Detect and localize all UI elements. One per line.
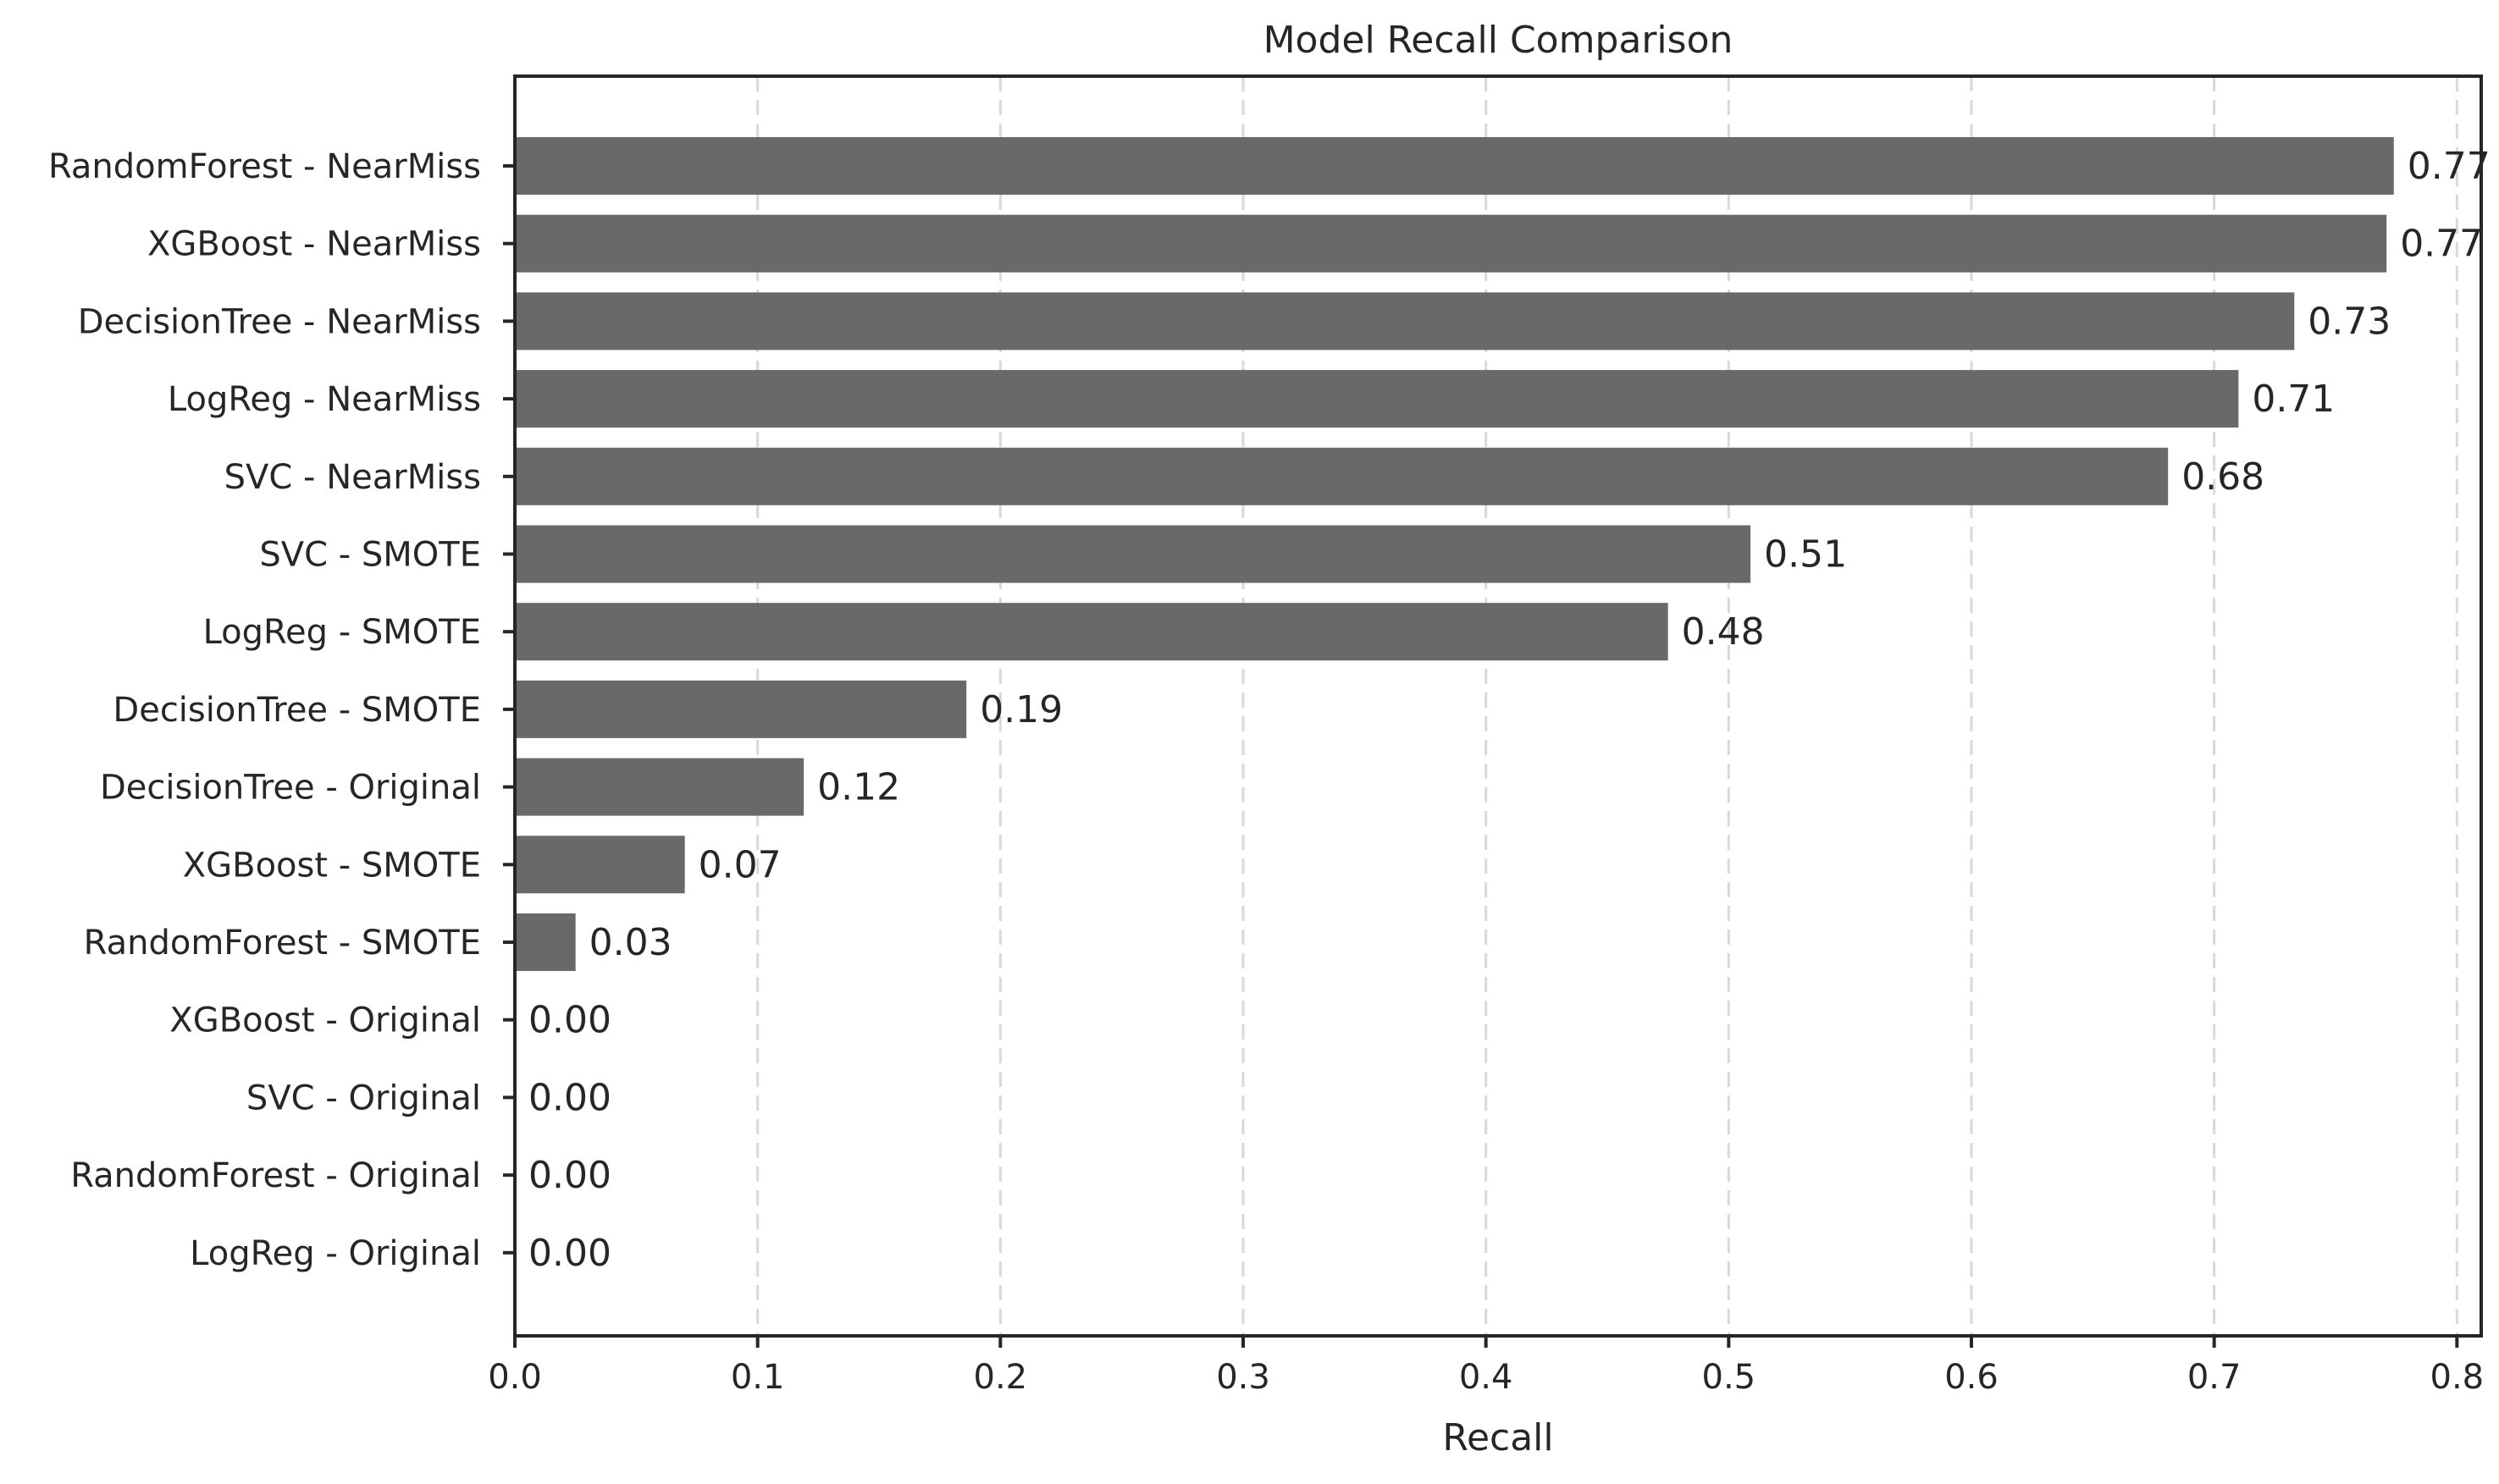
bar (515, 525, 1751, 583)
bar-value-label: 0.68 (2181, 455, 2264, 499)
bar (515, 603, 1668, 661)
data-labels: 0.770.770.730.710.680.510.480.190.120.07… (528, 145, 2491, 1275)
bar-value-label: 0.00 (528, 1232, 611, 1275)
category-label: DecisionTree - Original (100, 769, 481, 808)
category-label: XGBoost - SMOTE (183, 846, 481, 885)
bar-value-label: 0.19 (980, 688, 1063, 731)
x-axis-label: Recall (1442, 1416, 1553, 1459)
x-tick-label: 0.7 (2187, 1358, 2242, 1397)
category-label: LogReg - NearMiss (168, 380, 481, 419)
category-label: SVC - SMOTE (259, 536, 481, 575)
bar-value-label: 0.77 (2408, 145, 2491, 188)
bar-value-label: 0.00 (528, 999, 611, 1042)
category-label: LogReg - SMOTE (203, 613, 481, 652)
x-tick-label: 0.5 (1702, 1358, 1756, 1397)
bar (515, 758, 804, 816)
bar (515, 447, 2169, 505)
x-tick-label: 0.8 (2430, 1358, 2485, 1397)
x-tick-label: 0.6 (1944, 1358, 1999, 1397)
bar (515, 370, 2239, 428)
chart-title: Model Recall Comparison (1263, 19, 1733, 62)
category-label: XGBoost - NearMiss (147, 225, 481, 264)
category-label: XGBoost - Original (169, 1001, 481, 1040)
category-label: LogReg - Original (190, 1234, 481, 1273)
bar (515, 680, 967, 738)
category-label: DecisionTree - SMOTE (113, 691, 481, 730)
bars (515, 137, 2394, 971)
category-label: RandomForest - SMOTE (84, 924, 481, 963)
bar-value-label: 0.12 (817, 766, 900, 809)
x-tick-label: 0.4 (1459, 1358, 1513, 1397)
bar-value-label: 0.00 (528, 1076, 611, 1119)
plot-frame (513, 74, 2483, 1338)
bar-value-label: 0.48 (1682, 610, 1765, 654)
bar-value-label: 0.77 (2400, 223, 2483, 266)
bar (515, 836, 685, 894)
bar-value-label: 0.03 (589, 921, 672, 964)
gridlines (756, 76, 2458, 1336)
category-label: SVC - Original (246, 1079, 481, 1117)
x-tick-label: 0.0 (488, 1358, 542, 1397)
category-label: RandomForest - Original (70, 1156, 481, 1195)
bar (515, 137, 2394, 195)
bar-value-label: 0.00 (528, 1154, 611, 1197)
y-axis: RandomForest - NearMiss XGBoost - NearMis… (48, 147, 515, 1273)
bar-value-label: 0.07 (699, 843, 782, 886)
x-axis: 0.0 0.1 0.2 0.3 0.4 0.5 0.6 0.7 0.8 (488, 1336, 2484, 1397)
category-label: RandomForest - NearMiss (48, 147, 481, 186)
bar-value-label: 0.71 (2252, 378, 2335, 421)
x-tick-label: 0.3 (1216, 1358, 1270, 1397)
category-label: DecisionTree - NearMiss (78, 302, 481, 341)
bar-value-label: 0.73 (2308, 300, 2391, 343)
x-tick-label: 0.1 (731, 1358, 785, 1397)
bar (515, 214, 2387, 273)
x-tick-label: 0.2 (974, 1358, 1028, 1397)
bar-value-label: 0.51 (1764, 533, 1847, 576)
bar (515, 913, 576, 971)
category-label: SVC - NearMiss (224, 458, 481, 497)
bar (515, 292, 2295, 350)
